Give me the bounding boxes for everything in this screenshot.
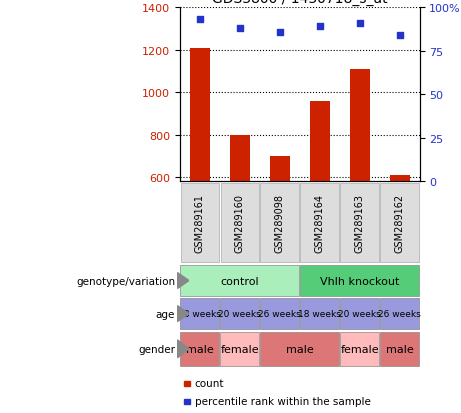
Text: GSM289163: GSM289163	[355, 194, 365, 252]
Bar	[270, 157, 290, 304]
Text: 20 weeks: 20 weeks	[338, 309, 381, 318]
Text: 26 weeks: 26 weeks	[378, 309, 421, 318]
Text: age: age	[156, 309, 175, 319]
Text: count: count	[195, 378, 224, 388]
Text: gender: gender	[138, 344, 175, 354]
Bar	[181, 183, 219, 263]
Bar	[220, 332, 259, 366]
Bar	[180, 299, 219, 329]
Polygon shape	[177, 273, 189, 289]
Text: 18 weeks: 18 weeks	[178, 309, 221, 318]
Bar	[390, 176, 409, 304]
Text: male: male	[286, 344, 313, 354]
Bar	[380, 299, 419, 329]
Text: Vhlh knockout: Vhlh knockout	[320, 276, 399, 286]
Text: 20 weeks: 20 weeks	[219, 309, 261, 318]
Text: male: male	[186, 344, 213, 354]
Bar	[260, 183, 299, 263]
Text: 26 weeks: 26 weeks	[258, 309, 301, 318]
Bar	[340, 332, 379, 366]
Text: percentile rank within the sample: percentile rank within the sample	[195, 396, 371, 406]
Text: GSM289162: GSM289162	[395, 194, 405, 252]
Bar	[380, 332, 419, 366]
Bar	[190, 48, 210, 304]
Text: male: male	[386, 344, 414, 354]
Point	[356, 21, 363, 27]
Bar	[301, 183, 339, 263]
Bar	[340, 299, 379, 329]
Bar	[340, 183, 379, 263]
Bar	[260, 332, 339, 366]
Bar	[220, 299, 259, 329]
Point	[316, 24, 323, 31]
Bar	[180, 332, 219, 366]
Bar	[230, 135, 250, 304]
Point	[276, 29, 284, 36]
Text: female: female	[340, 344, 379, 354]
Polygon shape	[177, 340, 189, 358]
Text: GSM289161: GSM289161	[195, 194, 205, 252]
Bar	[180, 266, 299, 296]
Text: GSM289164: GSM289164	[314, 194, 325, 252]
Text: 18 weeks: 18 weeks	[298, 309, 341, 318]
Polygon shape	[177, 306, 189, 322]
Point	[236, 26, 243, 32]
Text: GSM289160: GSM289160	[235, 194, 245, 252]
Bar	[260, 299, 299, 329]
Text: GSM289098: GSM289098	[275, 194, 285, 252]
Text: genotype/variation: genotype/variation	[76, 276, 175, 286]
Bar	[220, 183, 259, 263]
Title: GDS3800 / 1430718_s_at: GDS3800 / 1430718_s_at	[212, 0, 387, 6]
Bar	[300, 266, 419, 296]
Point	[196, 17, 203, 24]
Point	[396, 33, 403, 39]
Bar	[380, 183, 419, 263]
Bar	[300, 299, 339, 329]
Text: control: control	[220, 276, 259, 286]
Bar	[349, 70, 370, 304]
Text: female: female	[220, 344, 259, 354]
Bar	[310, 101, 330, 304]
